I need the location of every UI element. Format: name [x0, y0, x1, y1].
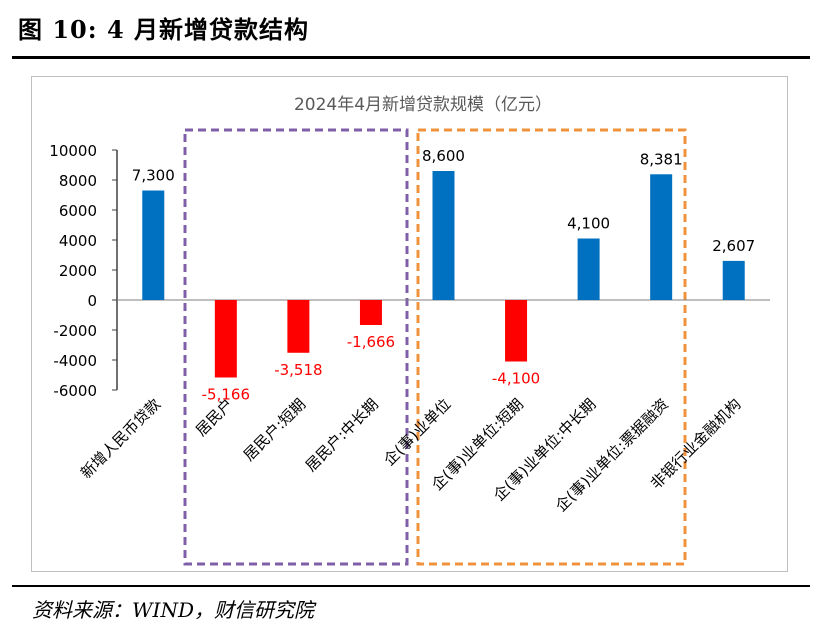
bar-6 [505, 300, 528, 362]
category-label: 居民户:短期 [240, 395, 309, 464]
y-tick-label: -2000 [53, 322, 97, 340]
enterprise-group-box [416, 128, 687, 566]
data-label: -5,166 [202, 385, 250, 403]
bar-2 [214, 300, 237, 378]
bar-4 [359, 300, 382, 325]
bar-7 [577, 238, 600, 300]
bar-1 [142, 190, 165, 300]
bar-9 [722, 260, 745, 300]
top-rule [12, 56, 810, 59]
bottom-rule [12, 585, 810, 587]
data-label: 4,100 [567, 215, 610, 233]
bar-5 [432, 171, 455, 300]
data-label: 7,300 [132, 167, 175, 185]
chart-title: 2024年4月新增贷款规模（亿元） [294, 95, 552, 115]
category-label: 新增人民币贷款 [77, 395, 164, 482]
y-tick-label: -4000 [53, 352, 97, 370]
data-label: -4,100 [492, 370, 540, 388]
y-tick-label: 6000 [59, 202, 97, 220]
chart-area [31, 76, 788, 572]
data-label: 2,607 [712, 237, 755, 255]
y-tick-label: 10000 [49, 142, 97, 160]
y-tick-label: 8000 [59, 172, 97, 190]
figure-title: 图 10: 4 月新增贷款结构 [18, 15, 310, 44]
y-tick-label: -6000 [53, 382, 97, 400]
data-label: -1,666 [347, 333, 395, 351]
y-tick-label: 0 [87, 292, 97, 310]
bar-3 [287, 300, 310, 353]
y-tick-label: 4000 [59, 232, 97, 250]
data-label: 8,381 [640, 150, 683, 168]
data-label: 8,600 [422, 147, 465, 165]
y-tick-label: 2000 [59, 262, 97, 280]
bar-8 [650, 174, 673, 300]
data-label: -3,518 [274, 361, 322, 379]
source-note: 资料来源：WIND，财信研究院 [32, 598, 314, 622]
household-group-box [183, 128, 409, 566]
category-label: 居民户:中长期 [302, 395, 382, 475]
